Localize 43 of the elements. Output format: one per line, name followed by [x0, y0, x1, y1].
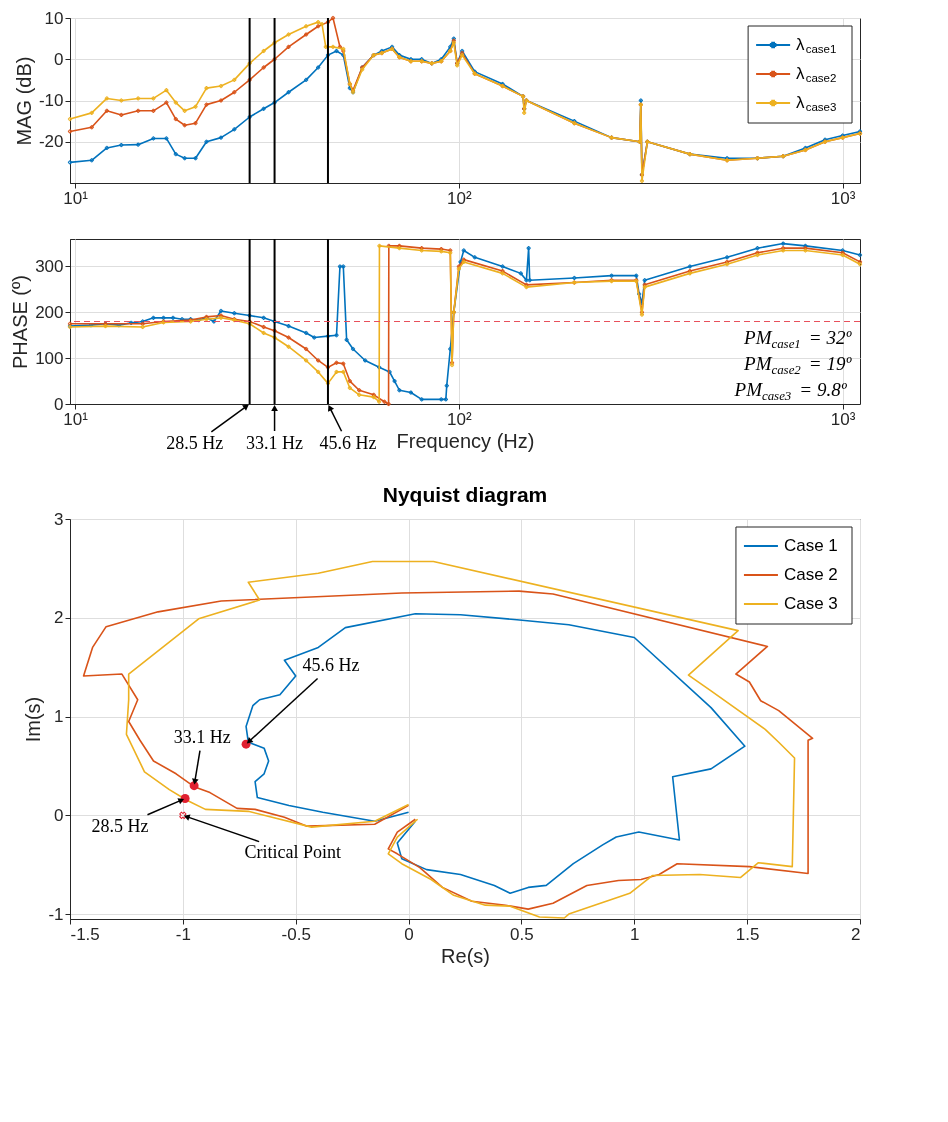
y-axis-title: MAG (dB)	[12, 56, 35, 146]
x-tick-label: 0	[404, 924, 414, 944]
x-tick-label: 10³	[830, 188, 856, 208]
legend-label: Case 3	[783, 594, 838, 613]
y-tick-label: 200	[35, 302, 64, 322]
annotation: 45.6 Hz	[302, 655, 360, 676]
annotation: Critical Point	[244, 842, 342, 863]
y-tick-label: 10	[44, 8, 64, 28]
x-tick-label: 0.5	[510, 924, 534, 944]
annotation: 33.1 Hz	[173, 726, 231, 747]
annotation: 45.6 Hz	[319, 433, 377, 453]
y-tick-label: 0	[54, 805, 64, 825]
legend-label: Case 1	[783, 536, 838, 555]
y-axis-title: Im(s)	[22, 696, 45, 743]
chart-title: Nyquist diagram	[382, 483, 548, 506]
x-axis-title: Re(s)	[441, 944, 490, 967]
x-tick-label: -1.5	[70, 924, 100, 944]
y-tick-label: 3	[54, 509, 64, 529]
x-tick-label: 10¹	[63, 188, 89, 208]
annotation: 28.5 Hz	[166, 433, 224, 453]
x-tick-label: 10²	[447, 409, 472, 429]
x-tick-label: 10³	[830, 409, 856, 429]
y-axis-title: PHASE (º)	[9, 275, 32, 369]
x-tick-label: 2	[851, 924, 861, 944]
y-tick-label: -1	[48, 904, 64, 924]
x-axis-title: Frequency (Hz)	[396, 429, 535, 452]
y-tick-label: 0	[54, 49, 64, 69]
y-tick-label: 1	[54, 707, 64, 727]
x-tick-label: 1	[630, 924, 640, 944]
annotation: 33.1 Hz	[246, 433, 304, 453]
y-tick-label: 100	[35, 348, 64, 368]
y-tick-label: -20	[38, 132, 64, 152]
y-tick-label: 2	[54, 608, 64, 628]
legend-label: Case 2	[783, 565, 838, 584]
x-tick-label: 1.5	[735, 924, 760, 944]
annotation: 28.5 Hz	[91, 815, 149, 836]
x-tick-label: -0.5	[281, 924, 311, 944]
x-tick-label: -1	[175, 924, 191, 944]
y-tick-label: 300	[35, 257, 64, 276]
x-tick-label: 10¹	[63, 409, 89, 429]
x-tick-label: 10²	[447, 188, 472, 208]
y-tick-label: -10	[38, 91, 64, 110]
y-tick-label: 0	[54, 394, 64, 414]
